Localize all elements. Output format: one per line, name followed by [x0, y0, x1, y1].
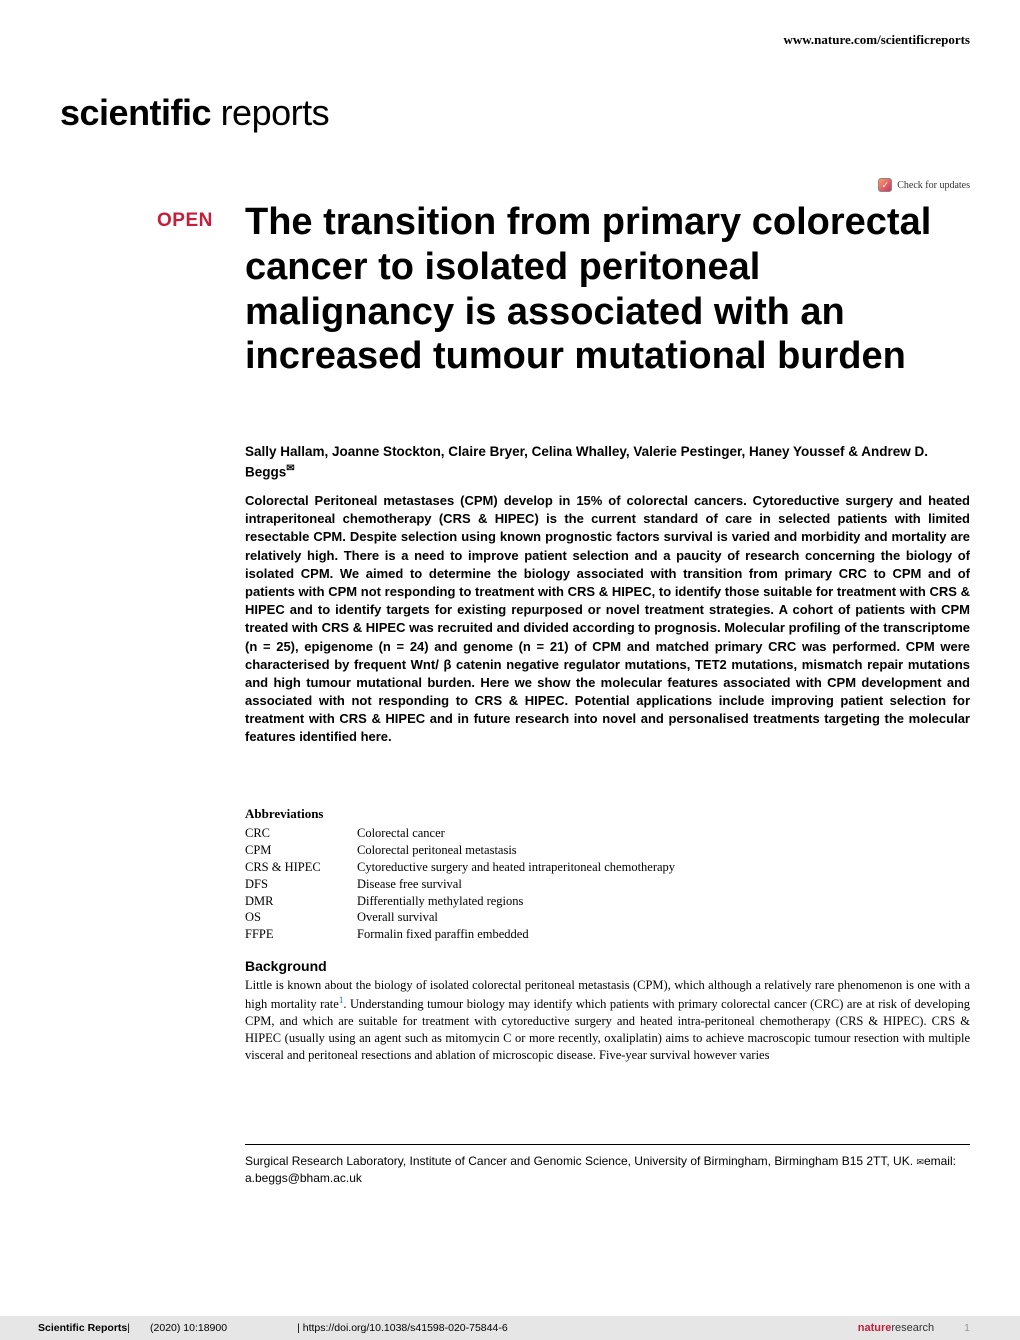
open-access-badge: OPEN [157, 210, 213, 232]
corresponding-author-icon: ✉ [286, 463, 294, 474]
abbrev-key: FFPE [245, 926, 357, 943]
journal-logo: scientific reports [60, 92, 329, 134]
abbrev-key: CPM [245, 842, 357, 859]
footer-separator: | [127, 1322, 130, 1334]
footer-citation: (2020) 10:18900 [150, 1322, 227, 1334]
abbreviations-heading: Abbreviations [245, 806, 970, 822]
abstract-text: Colorectal Peritoneal metastases (CPM) d… [245, 492, 970, 747]
background-heading: Background [245, 958, 970, 974]
abbrev-row: CPM Colorectal peritoneal metastasis [245, 842, 970, 859]
doi-url: https://doi.org/10.1038/s41598-020-75844… [303, 1322, 508, 1334]
abbrev-key: DMR [245, 893, 357, 910]
background-paragraph: Little is known about the biology of iso… [245, 977, 970, 1064]
header-url: www.nature.com/scientificreports [783, 32, 970, 48]
article-title: The transition from primary colorectal c… [245, 200, 970, 379]
email-label: email: [924, 1154, 956, 1168]
abbrev-value: Differentially methylated regions [357, 893, 970, 910]
abbrev-value: Disease free survival [357, 876, 970, 893]
abbrev-row: FFPE Formalin fixed paraffin embedded [245, 926, 970, 943]
corresponding-email[interactable]: a.beggs@bham.ac.uk [245, 1171, 362, 1185]
check-updates-button[interactable]: ✓ Check for updates [878, 178, 970, 192]
authors-text: Sally Hallam, Joanne Stockton, Claire Br… [245, 444, 928, 479]
affiliation-text: Surgical Research Laboratory, Institute … [245, 1154, 916, 1168]
background-section: Background Little is known about the bio… [245, 958, 970, 1064]
abbrev-row: CRC Colorectal cancer [245, 825, 970, 842]
abbrev-key: DFS [245, 876, 357, 893]
abbreviations-table: CRC Colorectal cancer CPM Colorectal per… [245, 825, 970, 943]
email-icon: ✉ [916, 1157, 924, 1167]
journal-name-light: reports [211, 92, 329, 133]
abbrev-value: Colorectal cancer [357, 825, 970, 842]
abbrev-value: Colorectal peritoneal metastasis [357, 842, 970, 859]
publisher-bold: nature [858, 1322, 892, 1334]
body-text-part2: . Understanding tumour biology may ident… [245, 997, 970, 1062]
abbrev-key: OS [245, 909, 357, 926]
abbrev-row: DMR Differentially methylated regions [245, 893, 970, 910]
abbrev-value: Formalin fixed paraffin embedded [357, 926, 970, 943]
footer-doi-link[interactable]: | https://doi.org/10.1038/s41598-020-758… [297, 1322, 508, 1334]
page-footer: Scientific Reports | (2020) 10:18900 | h… [0, 1316, 1020, 1340]
abbreviations-section: Abbreviations CRC Colorectal cancer CPM … [245, 806, 970, 943]
abbrev-row: DFS Disease free survival [245, 876, 970, 893]
affiliation-block: Surgical Research Laboratory, Institute … [245, 1144, 970, 1187]
abbrev-row: CRS & HIPEC Cytoreductive surgery and he… [245, 859, 970, 876]
footer-journal-name: Scientific Reports [38, 1322, 127, 1334]
abbrev-row: OS Overall survival [245, 909, 970, 926]
abbrev-key: CRS & HIPEC [245, 859, 357, 876]
abbrev-value: Overall survival [357, 909, 970, 926]
journal-name-bold: scientific [60, 92, 211, 133]
abbrev-key: CRC [245, 825, 357, 842]
abbrev-value: Cytoreductive surgery and heated intrape… [357, 859, 970, 876]
check-updates-label: Check for updates [897, 180, 970, 191]
page-number: 1 [964, 1322, 970, 1334]
authors-list: Sally Hallam, Joanne Stockton, Claire Br… [245, 443, 970, 482]
footer-publisher: natureresearch [858, 1322, 934, 1334]
publisher-light: research [891, 1322, 934, 1334]
check-updates-icon: ✓ [878, 178, 892, 192]
